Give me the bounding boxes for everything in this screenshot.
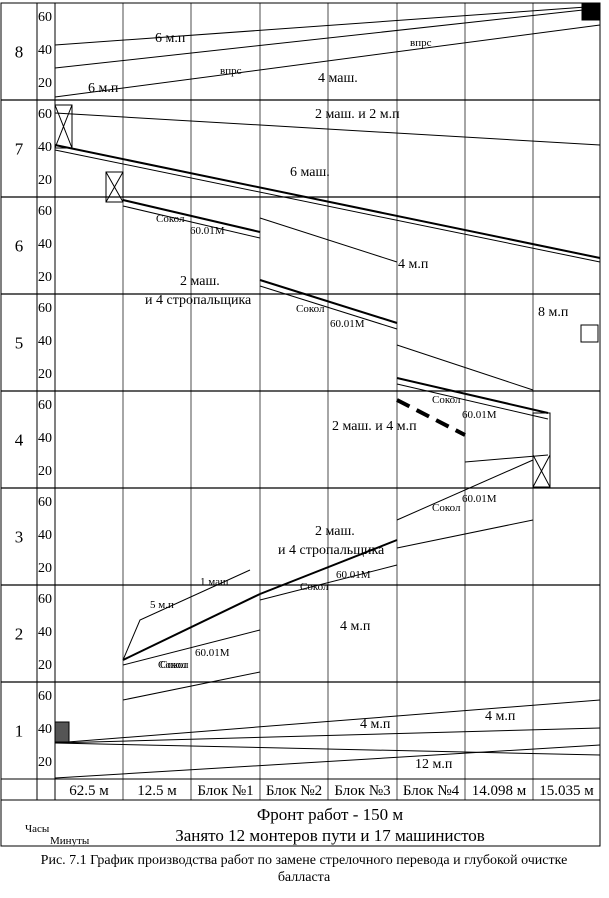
minute-label: 40 <box>38 625 52 640</box>
hour-label: 5 <box>15 334 24 353</box>
minute-label: 60 <box>38 398 52 413</box>
annotation: 60.01М <box>336 569 371 581</box>
minute-label: 20 <box>38 755 52 770</box>
minute-label: 60 <box>38 301 52 316</box>
column-label: Блок №2 <box>266 783 322 799</box>
annotation: 2 маш. и 2 м.п <box>315 107 400 122</box>
column-label: 12.5 м <box>137 783 177 799</box>
minute-label: 40 <box>38 140 52 155</box>
annotation: 4 м.п <box>485 709 516 724</box>
minute-label: 60 <box>38 689 52 704</box>
annotation: 4 маш. <box>318 71 358 86</box>
annotation: 60.01М <box>462 409 497 421</box>
minute-label: 20 <box>38 76 52 91</box>
caption: Рис. 7.1 График производства работ по за… <box>41 853 568 885</box>
diagram-lines <box>54 2 601 779</box>
column-label: Блок №3 <box>334 783 390 799</box>
annotation: 4 м.п <box>340 619 371 634</box>
column-label: Блок №4 <box>403 783 460 799</box>
annotation: Сокол <box>432 394 461 406</box>
hour-label: 4 <box>15 431 24 450</box>
minute-label: 20 <box>38 658 52 673</box>
annotation: 6 маш. <box>290 165 330 180</box>
minute-label: 40 <box>38 722 52 737</box>
annotation: и 4 стропальщика <box>278 543 385 558</box>
minute-label: 60 <box>38 204 52 219</box>
annotation: Сокол <box>160 659 189 671</box>
column-label: 62.5 м <box>69 783 109 799</box>
hour-label: 1 <box>15 722 24 741</box>
annotation: 60.01М <box>195 647 230 659</box>
hour-label: 3 <box>15 528 24 547</box>
minute-label: 60 <box>38 107 52 122</box>
minute-label: 20 <box>38 367 52 382</box>
minute-label: 20 <box>38 173 52 188</box>
hour-label: 2 <box>15 625 24 644</box>
annotation: Сокол <box>156 213 185 225</box>
annotation: 6 м.п <box>88 81 119 96</box>
annotation: Сокол <box>432 502 461 514</box>
minutes-axis-label: Минуты <box>50 835 90 847</box>
annotation: 60.01М <box>462 493 497 505</box>
annotation: 5 м.п <box>150 599 174 611</box>
minute-label: 20 <box>38 464 52 479</box>
minute-label: 40 <box>38 237 52 252</box>
annotation: 4 м.п <box>360 717 391 732</box>
annotation: 12 м.п <box>415 757 453 772</box>
annotation: Сокол <box>296 303 325 315</box>
minute-label: 40 <box>38 528 52 543</box>
annotation: 60.01М <box>330 318 365 330</box>
annotation: 60.01М <box>190 225 225 237</box>
frame <box>0 2 601 847</box>
minute-label: 40 <box>38 431 52 446</box>
annotation: 2 маш. <box>315 524 355 539</box>
annotation: впрс <box>410 37 432 49</box>
column-label: 14.098 м <box>472 783 527 799</box>
annotation: 6 м.п <box>155 31 186 46</box>
hour-label: 8 <box>15 43 24 62</box>
crew-label: Занято 12 монтеров пути и 17 машинистов <box>175 826 485 845</box>
front-label: Фронт работ - 150 м <box>257 805 404 824</box>
minute-label: 40 <box>38 43 52 58</box>
column-label: 15.035 м <box>539 783 594 799</box>
minute-label: 20 <box>38 270 52 285</box>
annotation: Сокол <box>158 659 187 671</box>
annotation: 8 м.п <box>538 305 569 320</box>
annotation: и 4 стропальщика <box>145 293 252 308</box>
annotation: 4 м.п <box>398 257 429 272</box>
annotation: 1 маш <box>200 576 229 588</box>
annotation: 2 маш. <box>180 274 220 289</box>
minute-label: 60 <box>38 10 52 25</box>
annotation: впрс <box>220 65 242 77</box>
annotation: Сокол <box>300 581 329 593</box>
minute-label: 20 <box>38 561 52 576</box>
hours-axis-label: Часы <box>25 823 50 835</box>
minute-label: 60 <box>38 592 52 607</box>
minute-label: 60 <box>38 495 52 510</box>
hour-label: 7 <box>15 140 24 159</box>
minute-label: 40 <box>38 334 52 349</box>
annotation: 2 маш. и 4 м.п <box>332 419 417 434</box>
column-label: Блок №1 <box>197 783 253 799</box>
hour-label: 6 <box>15 237 24 256</box>
